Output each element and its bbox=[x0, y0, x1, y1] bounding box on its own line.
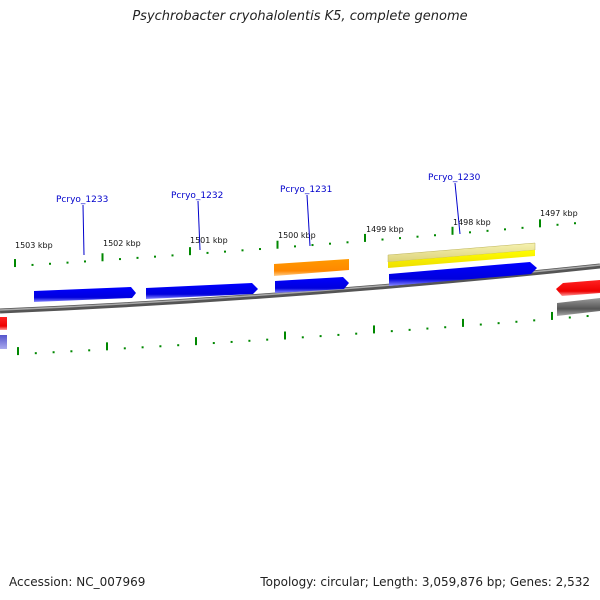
kbp-label-1498: 1498 kbp bbox=[453, 218, 491, 227]
outer-tick-ring bbox=[14, 219, 576, 268]
reverse-gene-arrow-red[interactable] bbox=[556, 280, 600, 296]
kbp-label-1499: 1499 kbp bbox=[366, 225, 404, 234]
gene-label-pcryo-1230[interactable]: Pcryo_1230 bbox=[428, 173, 481, 183]
gene-leader-pcryo-1231 bbox=[306, 194, 311, 247]
kbp-label-1500: 1500 kbp bbox=[278, 231, 316, 240]
gene-leader-pcryo-1230 bbox=[454, 182, 461, 235]
left-edge-red-feature[interactable] bbox=[0, 317, 7, 330]
feature-yellow[interactable] bbox=[388, 250, 535, 268]
kbp-label-1502: 1502 kbp bbox=[103, 239, 141, 248]
gene-label-pcryo-1233[interactable]: Pcryo_1233 bbox=[56, 195, 108, 205]
left-edge-purple-feature[interactable] bbox=[0, 335, 7, 349]
gene-leader-pcryo-1232 bbox=[197, 200, 201, 251]
gene-label-pcryo-1231[interactable]: Pcryo_1231 bbox=[280, 185, 332, 195]
gene-arrow-pcryo-1230[interactable] bbox=[389, 262, 537, 286]
feature-gray[interactable] bbox=[557, 298, 600, 316]
feature-orange[interactable] bbox=[274, 259, 349, 276]
kbp-label-1497: 1497 kbp bbox=[540, 209, 578, 218]
gene-label-pcryo-1232[interactable]: Pcryo_1232 bbox=[171, 191, 223, 201]
inner-tick-ring bbox=[17, 311, 589, 356]
kbp-label-1503: 1503 kbp bbox=[15, 241, 53, 250]
gene-leader-pcryo-1233 bbox=[82, 204, 85, 256]
genome-summary: Topology: circular; Length: 3,059,876 bp… bbox=[260, 575, 590, 589]
gene-arrow-pcryo-1233[interactable] bbox=[34, 287, 136, 302]
gene-arrow-pcryo-1232[interactable] bbox=[146, 283, 258, 299]
accession-text: Accession: NC_007969 bbox=[9, 575, 146, 589]
map-title: Psychrobacter cryohalolentis K5, complet… bbox=[132, 9, 468, 24]
gene-arrow-pcryo-1231[interactable] bbox=[275, 277, 349, 293]
kbp-label-1501: 1501 kbp bbox=[190, 236, 228, 245]
